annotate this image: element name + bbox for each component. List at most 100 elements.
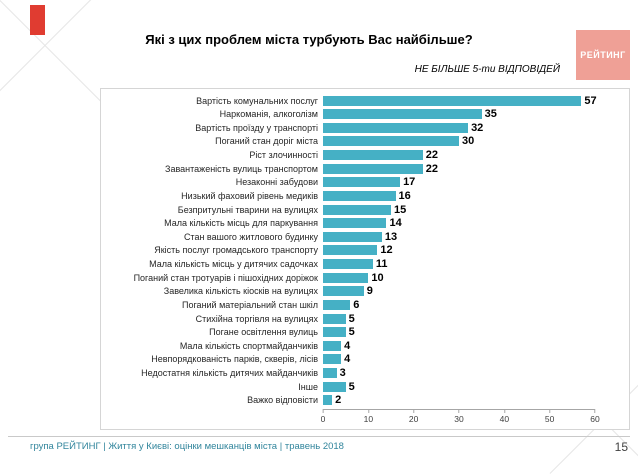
bar bbox=[323, 122, 469, 133]
bar-track: 12 bbox=[323, 244, 595, 257]
value-label: 22 bbox=[425, 149, 438, 161]
category-label: Вартість проїзду у транспорті bbox=[195, 122, 318, 133]
tick-mark bbox=[594, 409, 596, 413]
chart-row: Вартість комунальних послуг 57 bbox=[105, 94, 621, 107]
value-label: 35 bbox=[484, 108, 497, 121]
page-number: 15 bbox=[614, 440, 628, 454]
value-label: 3 bbox=[339, 367, 346, 379]
bar-track: 2 bbox=[323, 395, 595, 406]
tick-mark bbox=[458, 409, 460, 413]
bar-track: 35 bbox=[323, 108, 595, 121]
decorative-diagonal-line bbox=[0, 0, 106, 106]
bar-track: 14 bbox=[323, 217, 595, 230]
value-label: 32 bbox=[471, 121, 484, 134]
bar-track: 9 bbox=[323, 286, 595, 297]
category-label: Стан вашого житлового будинку bbox=[183, 231, 318, 242]
bar bbox=[323, 368, 337, 378]
value-label: 13 bbox=[384, 230, 398, 243]
category-label: Поганий стан тротуарів і пішохідних дорі… bbox=[133, 272, 318, 283]
tick-mark bbox=[549, 409, 551, 413]
category-label: Інше bbox=[298, 381, 318, 392]
bar-track: 16 bbox=[323, 189, 595, 202]
bar bbox=[323, 354, 342, 365]
value-label: 57 bbox=[584, 94, 597, 107]
bar-track: 4 bbox=[323, 339, 595, 352]
bar bbox=[323, 204, 391, 215]
bar-track: 6 bbox=[323, 298, 595, 311]
tick-label: 30 bbox=[454, 414, 464, 424]
chart-row: Інше 5 bbox=[105, 380, 621, 393]
category-label: Невпорядкованість парків, скверів, лісів bbox=[151, 354, 318, 365]
chart-row: Мала кількість місць для паркування 14 bbox=[105, 217, 621, 230]
value-label: 5 bbox=[348, 326, 355, 339]
category-label: Низький фаховий рівень медиків bbox=[181, 190, 318, 201]
value-label: 5 bbox=[348, 380, 355, 393]
bar-track: 22 bbox=[323, 163, 595, 174]
value-label: 12 bbox=[380, 244, 393, 257]
bar bbox=[323, 163, 423, 174]
chart-row: Якість послуг громадського транспорту 12 bbox=[105, 244, 621, 257]
tick-mark bbox=[413, 409, 415, 413]
chart-row: Недостатня кількість дитячих майданчиків… bbox=[105, 367, 621, 380]
bar bbox=[323, 136, 459, 147]
bar-track: 15 bbox=[323, 204, 595, 215]
footer-source-text: група РЕЙТИНГ | Життя у Києві: оцінки ме… bbox=[30, 441, 344, 452]
value-label: 17 bbox=[403, 176, 416, 189]
tick-mark bbox=[322, 409, 324, 413]
category-label: Якість послуг громадського транспорту bbox=[154, 245, 318, 256]
footer-divider bbox=[8, 436, 630, 437]
rating-group-logo: РЕЙТИНГ bbox=[576, 30, 630, 80]
value-label: 14 bbox=[389, 217, 402, 230]
bar bbox=[323, 95, 582, 106]
category-label: Поганий матеріальний стан шкіл bbox=[182, 299, 318, 310]
bar-track: 13 bbox=[323, 230, 595, 243]
value-label: 10 bbox=[371, 271, 384, 284]
tick-label: 10 bbox=[363, 414, 374, 424]
category-label: Мала кількість спортмайданчиків bbox=[179, 340, 318, 351]
chart-row: Незаконні забудови 17 bbox=[105, 176, 621, 189]
category-label: Мала кількість місць для паркування bbox=[164, 218, 318, 229]
bar-track: 11 bbox=[323, 259, 595, 270]
category-label: Незаконні забудови bbox=[235, 177, 318, 188]
chart-row: Стан вашого житлового будинку 13 bbox=[105, 230, 621, 243]
chart-title: Які з цих проблем міста турбують Вас най… bbox=[145, 32, 473, 47]
tick-label: 50 bbox=[544, 414, 555, 424]
x-axis-tick: 50 bbox=[545, 409, 554, 424]
value-label: 16 bbox=[398, 189, 411, 202]
bar bbox=[323, 190, 396, 201]
bar-track: 4 bbox=[323, 354, 595, 365]
chart-row: Поганий матеріальний стан шкіл 6 bbox=[105, 298, 621, 311]
red-accent-rectangle bbox=[30, 5, 45, 35]
x-axis-tick: 20 bbox=[409, 409, 418, 424]
chart-row: Поганий стан доріг міста 30 bbox=[105, 135, 621, 148]
bar-track: 5 bbox=[323, 326, 595, 339]
bar bbox=[323, 245, 378, 256]
category-label: Недостатня кількість дитячих майданчиків bbox=[141, 368, 318, 378]
chart-row: Стихійна торгівля на вулицях 5 bbox=[105, 312, 621, 325]
chart-row: Невпорядкованість парків, скверів, лісів… bbox=[105, 353, 621, 366]
chart-rows: Вартість комунальних послуг 57 Наркоманія,… bbox=[105, 94, 621, 407]
bar bbox=[323, 313, 346, 324]
logo-text: РЕЙТИНГ bbox=[580, 50, 626, 60]
category-label: Завантаженість вулиць транспортом bbox=[165, 163, 318, 174]
category-label: Безпритульні тварини на вулицях bbox=[177, 204, 318, 215]
x-axis-tick: 30 bbox=[454, 409, 464, 424]
bar-track: 30 bbox=[323, 136, 595, 147]
x-axis-tick: 10 bbox=[364, 409, 373, 424]
value-label: 5 bbox=[348, 312, 355, 325]
chart-row: Мала кількість місць у дитячих садочках 1… bbox=[105, 258, 621, 271]
value-label: 6 bbox=[353, 298, 360, 311]
bar bbox=[323, 109, 482, 120]
bar bbox=[323, 286, 364, 297]
chart-row: Мала кількість спортмайданчиків 4 bbox=[105, 339, 621, 352]
chart-row: Важко відповісти 2 bbox=[105, 394, 621, 407]
bar bbox=[323, 259, 373, 269]
answers-limit-note: НЕ БІЛЬШЕ 5-ти ВІДПОВІДЕЙ bbox=[414, 64, 560, 75]
bar-track: 22 bbox=[323, 149, 595, 161]
value-label: 4 bbox=[344, 339, 351, 352]
category-label: Важко відповісти bbox=[247, 395, 318, 406]
chart-row: Завелика кількість кіосків на вулицях 9 bbox=[105, 285, 621, 298]
chart-row: Вартість проїзду у транспорті 32 bbox=[105, 121, 621, 134]
x-axis-tick: 60 bbox=[590, 409, 600, 424]
chart-row: Низький фаховий рівень медиків 16 bbox=[105, 189, 621, 202]
